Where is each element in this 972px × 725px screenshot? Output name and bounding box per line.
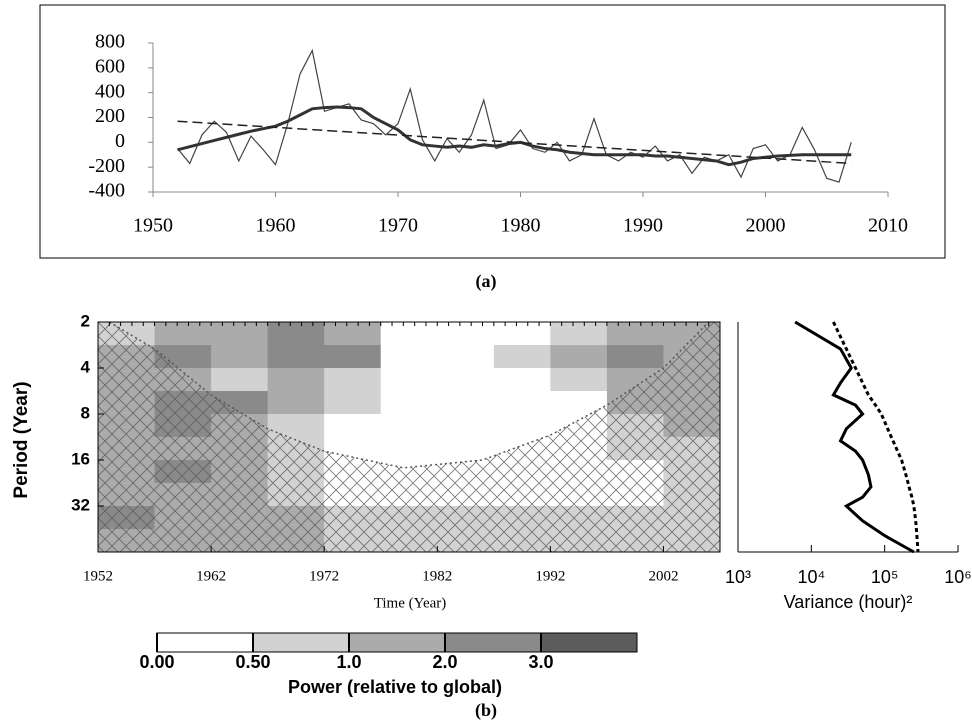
caption: (a) [476,271,497,292]
heatmap-cell [154,322,212,346]
y-tick-label: 400 [95,80,125,102]
heatmap-cell [493,414,551,438]
heatmap-cell [493,345,551,369]
heatmap-cell [324,322,382,346]
series-line [177,48,852,183]
heatmap-cell [267,414,325,438]
y-tick-label: -400 [88,180,125,202]
colorbar-swatch [444,632,542,653]
colorbar-swatch [252,632,350,653]
y-tick-label: 200 [95,105,125,127]
colorbar-label: Power (relative to global) [288,677,502,697]
series-line [177,120,852,165]
y-axis-label: Period (Year) [11,381,32,498]
y-tick-label: -200 [88,155,125,177]
x-tick-label: 1970 [378,215,418,237]
heatmap-cell [380,436,438,461]
heatmap-cell [211,368,269,392]
heatmap-cell [437,322,495,346]
heatmap-cell [437,436,495,461]
heatmap-cell [493,368,551,392]
heatmap-cell [606,322,664,346]
spectrum-line [832,321,920,553]
x-axis-label: Variance (hour)² [784,592,913,612]
heatmap-cell [380,414,438,438]
colorbar-tick-label: 3.0 [528,652,553,672]
y-tick-label: 0 [115,130,125,152]
y-tick-label: 600 [95,55,125,77]
heatmap-cell [324,345,382,369]
panel-a-frame [39,4,946,259]
x-tick-label: 10⁴ [797,567,825,587]
y-tick-label: 32 [71,495,90,514]
colorbar-tick-label: 1.0 [336,652,361,672]
heatmap-cell [380,391,438,415]
heatmap-cell [550,391,608,415]
heatmap-cell [324,414,382,438]
x-tick-label: 2002 [648,568,678,584]
colorbar-swatch [540,632,638,653]
x-tick-label: 10³ [725,567,751,587]
coi-line [108,321,710,469]
heatmap-cell [380,322,438,346]
heatmap-cell [493,322,551,346]
x-tick-label: 1962 [196,568,226,584]
x-tick-label: 1952 [83,568,113,584]
heatmap-cell [267,368,325,392]
heatmap-cell [324,391,382,415]
x-tick-label: 1992 [535,568,565,584]
heatmap-cell [493,391,551,415]
x-tick-label: 10⁵ [871,567,898,587]
x-tick-label: 2010 [868,215,908,237]
heatmap-cell [606,345,664,369]
plot-frame [97,321,721,553]
heatmap-cell [437,391,495,415]
heatmap-cell [550,322,608,346]
colorbar-tick-label: 0.00 [139,652,174,672]
x-axis-label: Time (Year) [374,595,447,611]
heatmap-cell [267,345,325,369]
x-tick-label: 1980 [501,215,541,237]
x-tick-label: 1960 [256,215,296,237]
heatmap-cell [211,345,269,369]
spectrum-line [794,320,915,554]
x-tick-label: 1982 [422,568,452,584]
coi-hatch [98,322,720,552]
y-tick-label: 4 [81,357,91,376]
colorbar-tick-label: 2.0 [432,652,457,672]
y-tick-label: 2 [81,311,90,330]
heatmap-cell [380,368,438,392]
x-tick-label: 1990 [623,215,663,237]
heatmap-cell [437,368,495,392]
heatmap-cell [550,345,608,369]
x-tick-label: 10⁶ [944,567,971,587]
heatmap-cell [550,368,608,392]
colorbar-tick-label: 0.50 [235,652,270,672]
heatmap-cell [267,391,325,415]
heatmap-cell [324,368,382,392]
colorbar-swatch [348,632,446,653]
heatmap-cell [211,322,269,346]
caption: (b) [475,700,497,721]
heatmap-cell [380,345,438,369]
heatmap-cell [437,414,495,438]
heatmap-cell [437,345,495,369]
x-tick-label: 1950 [133,215,173,237]
heatmap-cell [267,322,325,346]
colorbar-swatch [156,632,254,653]
y-tick-label: 800 [95,31,125,53]
x-tick-label: 2000 [746,215,786,237]
x-tick-label: 1972 [309,568,339,584]
y-tick-label: 16 [71,449,90,468]
y-tick-label: 8 [81,403,90,422]
